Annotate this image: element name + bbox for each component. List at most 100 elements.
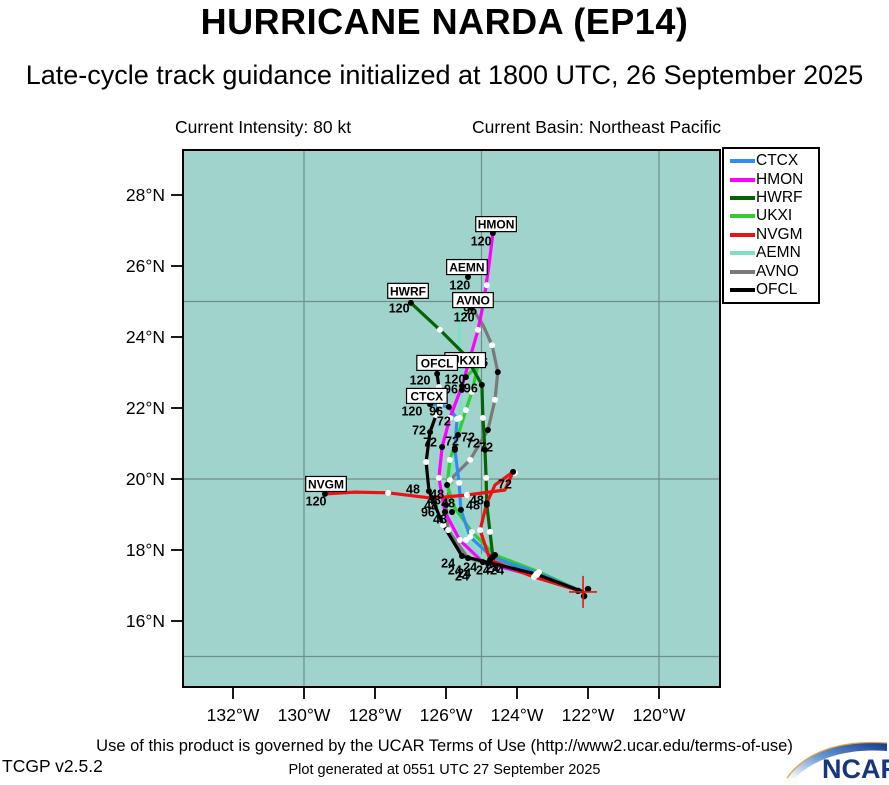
legend-swatch-HMON xyxy=(730,177,755,182)
marker-12h-NVGM xyxy=(463,491,470,498)
legend-swatch-HWRF xyxy=(730,195,755,200)
lat-tick-label-18N: 18°N xyxy=(126,540,165,560)
marker-12h-HMON xyxy=(474,326,481,333)
hour-label-HMON-48: 48 xyxy=(424,498,438,512)
model-label-AVNO: AVNO xyxy=(456,294,490,308)
marker-24h-HMON xyxy=(458,382,465,389)
initial-position-dot xyxy=(574,587,582,595)
marker-24h-HWRF xyxy=(478,381,485,388)
marker-24h-AVNO xyxy=(443,501,449,508)
hour-label-AEMN-48: 48 xyxy=(433,513,447,527)
marker-12h-HWRF xyxy=(479,414,486,421)
hour-label-HWRF-72: 72 xyxy=(466,437,480,451)
marker-12h-OFCL xyxy=(423,458,430,465)
hour-label-HWRF-48: 48 xyxy=(470,493,484,507)
marker-12h-OFCL xyxy=(533,571,540,578)
marker-12h-UKXI xyxy=(462,407,469,414)
marker-12h-HMON xyxy=(456,537,463,544)
page-title: HURRICANE NARDA (EP14) xyxy=(200,1,689,42)
model-label-box-HMON xyxy=(475,216,517,233)
marker-24h-CTCX xyxy=(457,506,464,513)
hour-label-OFCL-72: 72 xyxy=(412,424,426,438)
hour-label-NVGM-96: 96 xyxy=(421,506,435,520)
legend-swatch-OFCL xyxy=(730,287,755,292)
marker-12h-HMON xyxy=(435,474,442,481)
marker-24h-OFCL xyxy=(434,370,441,377)
marker-12h-AVNO xyxy=(467,456,474,463)
hour-label-AVNO-24: 24 xyxy=(457,567,471,581)
legend-item-CTCX: CTCX xyxy=(730,152,816,170)
legend-item-OFCL: OFCL xyxy=(730,281,816,299)
lat-tick-label-26N: 26°N xyxy=(126,256,165,276)
lat-tick-label-28N: 28°N xyxy=(126,185,165,205)
model-label-CTCX: CTCX xyxy=(410,389,443,403)
marker-24h-HMON xyxy=(479,559,486,566)
model-label-AEMN: AEMN xyxy=(449,261,484,275)
model-label-box-AEMN xyxy=(446,258,488,276)
legend-swatch-NVGM xyxy=(730,232,755,237)
marker-24h-NVGM xyxy=(487,556,494,563)
lat-tick-label-20N: 20°N xyxy=(126,469,165,489)
ncar-swoosh-accent xyxy=(786,741,888,779)
marker-12h-CTCX xyxy=(456,479,463,486)
hour-label-AVNO-72: 72 xyxy=(479,441,493,455)
legend-swatch-CTCX xyxy=(730,159,755,164)
version-text: TCGP v2.5.2 xyxy=(2,756,103,776)
hour-label-UKXI-72: 72 xyxy=(445,435,459,449)
hour-label-CTCX-48: 48 xyxy=(441,497,455,511)
legend-swatch-UKXI xyxy=(730,214,755,219)
hour-label-NVGM-72: 72 xyxy=(498,477,512,491)
hour-label-HWRF-24: 24 xyxy=(485,562,499,576)
subtitle: Late-cycle track guidance initialized at… xyxy=(25,60,864,90)
hour-label-UKXI-24: 24 xyxy=(476,563,490,577)
marker-24h-OFCL xyxy=(427,429,434,436)
lon-tick-label-132W: 132°W xyxy=(207,705,260,725)
model-label-box-NVGM xyxy=(305,475,347,493)
marker-24h-HWRF xyxy=(482,446,489,453)
marker-24h-NVGM xyxy=(483,500,490,507)
model-label-OFCL: OFCL xyxy=(421,356,454,370)
marker-12h-AEMN xyxy=(446,477,453,484)
marker-12h-AVNO xyxy=(445,527,452,534)
initial-position-dot xyxy=(584,585,592,593)
marker-24h-OFCL xyxy=(458,553,465,560)
lon-tick-label-128W: 128°W xyxy=(349,705,402,725)
legend-item-HMON: HMON xyxy=(730,170,816,188)
model-label-NVGM: NVGM xyxy=(308,477,344,491)
marker-24h-NVGM xyxy=(321,490,328,497)
lat-tick-label-24N: 24°N xyxy=(126,327,165,347)
marker-12h-HWRF xyxy=(483,474,490,481)
model-label-box-OFCL xyxy=(416,354,459,372)
model-label-box-CTCX xyxy=(405,387,448,405)
legend-swatch-AVNO xyxy=(730,269,755,274)
marker-24h-UKXI xyxy=(455,431,462,438)
marker-12h-OFCL xyxy=(440,522,447,529)
legend-item-UKXI: UKXI xyxy=(730,207,816,225)
hour-label-NVGM-24: 24 xyxy=(490,563,504,577)
marker-12h-HWRF xyxy=(487,528,494,535)
legend-label-HMON: HMON xyxy=(756,170,804,188)
marker-24h-AVNO xyxy=(494,369,501,376)
marker-12h-NVGM xyxy=(385,489,392,496)
marker-12h-CTCX xyxy=(454,416,461,423)
lon-tick-label-122W: 122°W xyxy=(562,705,615,725)
model-label-HWRF: HWRF xyxy=(390,284,426,298)
marker-12h-NVGM xyxy=(477,527,484,534)
lon-tick-label-130W: 130°W xyxy=(278,705,331,725)
lon-tick-label-126W: 126°W xyxy=(420,705,473,725)
hour-label-CTCX-120: 120 xyxy=(401,404,422,418)
model-label-box-HWRF xyxy=(387,282,429,299)
hour-label-CTCX-24: 24 xyxy=(463,561,477,575)
hour-label-OFCL-48: 48 xyxy=(406,482,420,496)
model-label-box-AVNO xyxy=(452,291,494,309)
current-intensity-label: Current Intensity: 80 kt xyxy=(175,117,352,137)
ncar-logo-text: NCAR xyxy=(822,754,889,780)
marker-24h-CTCX xyxy=(451,446,458,453)
marker-12h-HMON xyxy=(483,282,490,289)
hour-label-AEMN-120: 120 xyxy=(449,279,470,293)
marker-24h-HMON xyxy=(441,509,448,516)
terms-of-use-text: Use of this product is governed by the U… xyxy=(96,737,793,755)
model-legend: CTCX HMON HWRF UKXI NVGM AEMN AVNO OFCL xyxy=(722,147,820,305)
marker-12h-AVNO xyxy=(489,342,496,349)
